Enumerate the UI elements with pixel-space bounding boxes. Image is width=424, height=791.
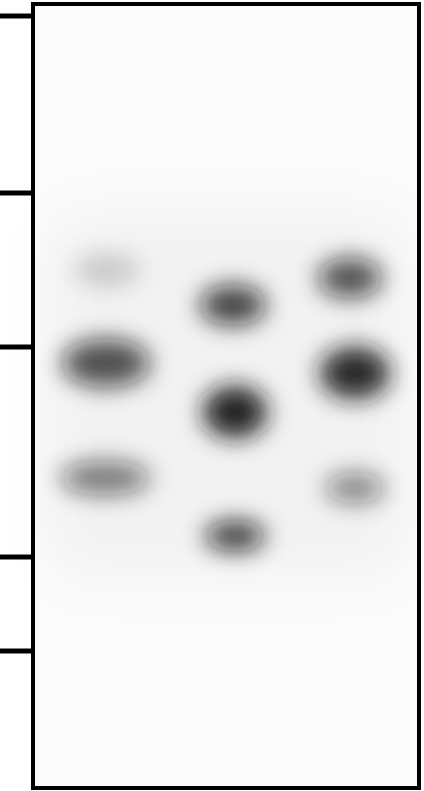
band xyxy=(200,285,266,325)
band xyxy=(74,254,140,286)
blot-frame xyxy=(31,2,421,790)
lane-2 xyxy=(200,285,267,551)
band xyxy=(62,339,150,387)
band xyxy=(203,386,267,438)
lane-3 xyxy=(318,258,390,503)
band xyxy=(205,521,265,551)
band xyxy=(318,258,382,298)
band xyxy=(325,473,385,503)
lanes-group xyxy=(60,254,390,551)
band xyxy=(60,461,150,495)
band xyxy=(320,347,390,399)
lane-1 xyxy=(60,254,150,495)
marker-ticks xyxy=(0,13,33,654)
